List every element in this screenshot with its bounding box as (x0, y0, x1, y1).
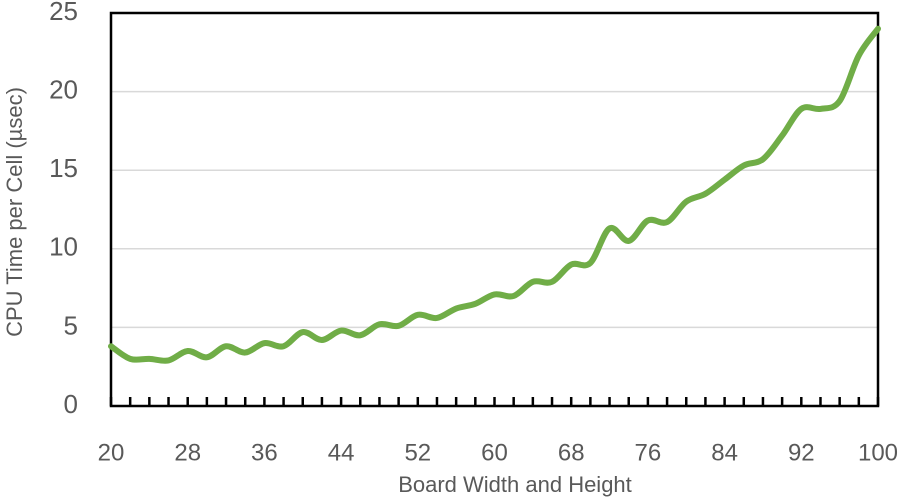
x-tick-label: 76 (635, 439, 662, 466)
x-tick-label: 68 (558, 439, 585, 466)
y-tick-label: 10 (49, 232, 78, 262)
y-tick-label: 15 (49, 153, 78, 183)
x-tick-label: 60 (481, 439, 508, 466)
x-axis-title: Board Width and Height (398, 472, 632, 497)
x-tick-label: 92 (788, 439, 815, 466)
x-tick-label: 28 (174, 439, 201, 466)
x-tick-label: 100 (858, 439, 898, 466)
y-tick-label: 20 (49, 74, 78, 104)
y-tick-label: 0 (64, 389, 78, 419)
plot-frame (109, 11, 880, 408)
x-tick-label: 20 (98, 439, 125, 466)
data-line (108, 25, 881, 364)
x-tick-label: 44 (328, 439, 355, 466)
x-tick-label: 52 (404, 439, 431, 466)
x-tick-label: 84 (711, 439, 738, 466)
x-tick-label: 36 (251, 439, 278, 466)
y-tick-label: 5 (64, 310, 78, 340)
y-axis-title: CPU Time per Cell (µsec) (2, 87, 27, 337)
y-tick-label: 25 (49, 0, 78, 26)
